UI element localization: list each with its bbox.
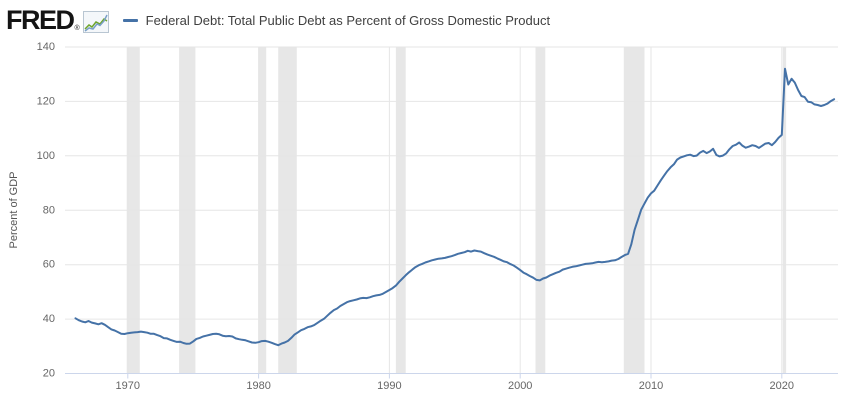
legend-line-marker bbox=[122, 18, 138, 22]
y-tick-label: 20 bbox=[43, 368, 55, 380]
y-axis-title: Percent of GDP bbox=[8, 171, 20, 248]
chart-header: FRED ® Federal Debt: Total Public Debt a… bbox=[6, 4, 550, 36]
y-tick-label: 40 bbox=[43, 313, 55, 325]
legend: Federal Debt: Total Public Debt as Perce… bbox=[122, 12, 551, 28]
x-tick-label: 1980 bbox=[246, 380, 270, 392]
fred-logo-text: FRED bbox=[6, 4, 75, 35]
y-tick-label: 60 bbox=[43, 259, 55, 271]
x-tick-label: 2000 bbox=[508, 380, 532, 392]
registered-trademark-icon: ® bbox=[74, 24, 80, 32]
fred-sparkline-icon bbox=[82, 10, 109, 33]
x-tick-label: 2020 bbox=[770, 380, 794, 392]
fred-logo[interactable]: FRED ® bbox=[6, 4, 109, 35]
y-tick-label: 120 bbox=[37, 95, 55, 107]
y-tick-label: 100 bbox=[37, 150, 55, 162]
x-tick-label: 1970 bbox=[116, 380, 140, 392]
x-tick-label: 1990 bbox=[377, 380, 401, 392]
y-tick-label: 140 bbox=[37, 41, 55, 53]
x-tick-label: 2010 bbox=[639, 380, 663, 392]
series-title: Federal Debt: Total Public Debt as Perce… bbox=[145, 12, 551, 28]
debt-percent-gdp-line bbox=[74, 67, 836, 347]
y-tick-label: 80 bbox=[43, 204, 55, 216]
